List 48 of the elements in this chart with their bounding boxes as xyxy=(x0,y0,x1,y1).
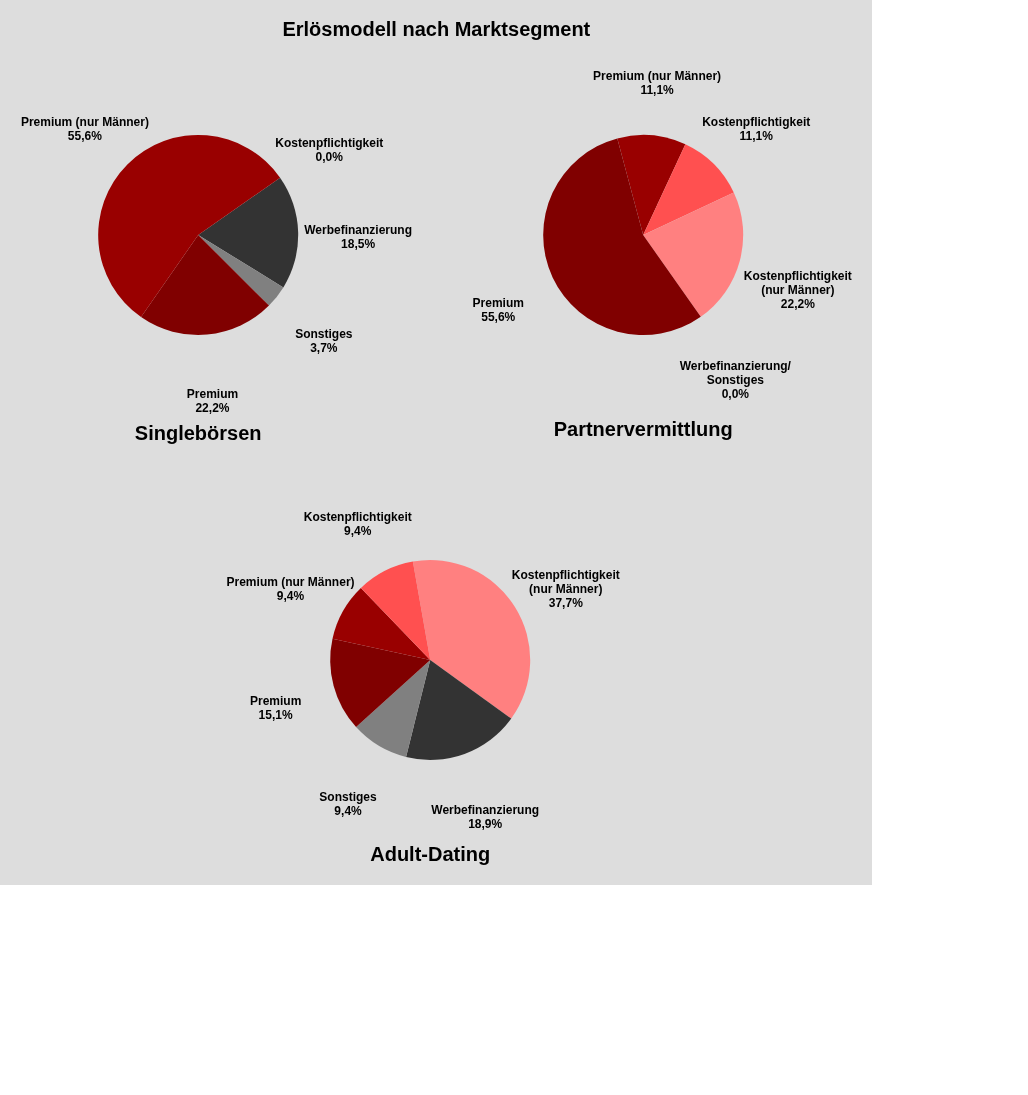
pie-slice xyxy=(198,177,299,288)
slice-label: Premium (nur Männer) xyxy=(593,68,722,83)
slice-label: Werbefinanzierung xyxy=(431,803,540,818)
data-label: 37,7% xyxy=(548,596,584,611)
text: Partnervermittlung xyxy=(553,418,733,440)
slice-label: Premium xyxy=(472,295,524,310)
slice-label: Kostenpflichtigkeit xyxy=(303,510,412,525)
slice-label: Kostenpflichtigkeit (nur Männer) xyxy=(511,568,620,597)
slice-label: Premium (nur Männer) xyxy=(226,574,355,589)
data-label: 18,9% xyxy=(468,817,503,832)
pie-slice xyxy=(141,235,269,335)
slice-label: Sonstiges xyxy=(319,790,378,805)
text: 0,0% xyxy=(721,386,749,401)
pie-slice xyxy=(543,138,701,335)
category-label: Kostenpflichtigkeit xyxy=(275,136,384,151)
data-label: 55,6% xyxy=(481,309,516,324)
slice-label: Premium xyxy=(186,387,239,402)
slice-label: Premium (nur Männer) xyxy=(20,115,149,130)
data-label: 15,1% xyxy=(258,708,293,723)
pie-slice xyxy=(360,561,431,660)
data-label: 9,4% xyxy=(276,588,305,603)
data-label: 18,5% xyxy=(341,237,376,252)
data-label: 3,7% xyxy=(310,341,338,356)
category-label: Werbefinanzierung/ Sonstiges xyxy=(679,358,791,387)
pie-slice xyxy=(643,144,734,235)
pie-slice xyxy=(617,135,686,235)
data-label: 9,4% xyxy=(344,524,372,539)
data-label: 22,2% xyxy=(780,297,816,312)
slice-label: Kostenpflichtigkeit xyxy=(702,114,811,129)
data-label: 11,1% xyxy=(640,82,675,97)
slice-label: Sonstiges xyxy=(295,327,353,342)
pie-slice xyxy=(356,660,431,758)
pie-slice xyxy=(330,638,431,728)
text: Adult-Dating xyxy=(370,843,491,865)
slice-label: Kostenpflichtigkeit (nur Männer) xyxy=(743,269,852,298)
text: Erlösmodell nach Marktsegment xyxy=(282,18,591,40)
pie-slice xyxy=(332,587,431,660)
pie-slice xyxy=(198,235,284,306)
data-label: 22,2% xyxy=(195,401,230,416)
slice-label: Werbefinanzierung xyxy=(304,223,413,238)
pie-slice xyxy=(406,660,512,760)
data-label: 11,1% xyxy=(739,128,774,143)
data-label: 55,6% xyxy=(67,129,103,144)
slice-label: Premium xyxy=(249,694,302,709)
pie-slice xyxy=(643,192,744,317)
text: Singlebörsen xyxy=(134,422,262,445)
data-label: 9,4% xyxy=(334,804,363,819)
text: 0,0% xyxy=(315,150,343,165)
